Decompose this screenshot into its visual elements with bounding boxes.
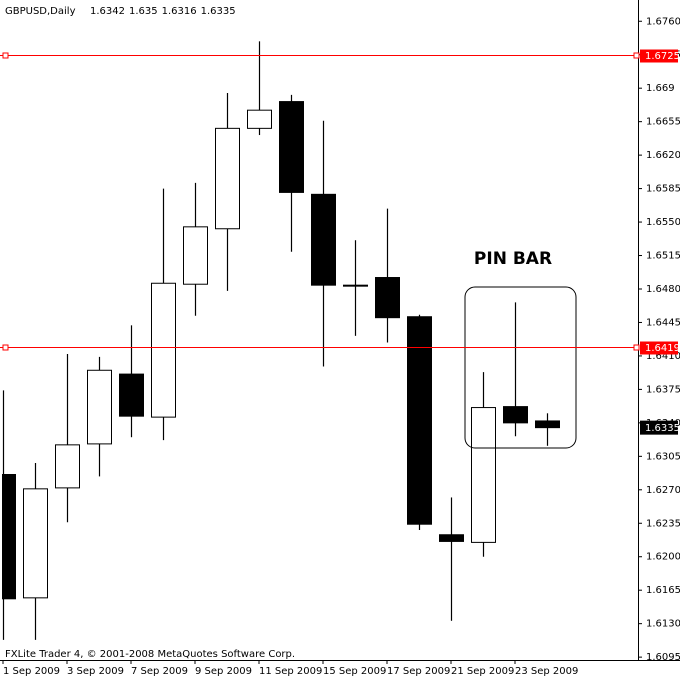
annotation: PIN BAR <box>474 249 552 269</box>
candle-body <box>535 420 560 429</box>
y-tick-label: 1.6550 <box>646 217 680 228</box>
price-label-box <box>640 341 678 355</box>
candle-body <box>183 226 208 285</box>
y-tick-label: 1.6130 <box>646 619 680 630</box>
candle-body <box>375 277 400 319</box>
candle-body <box>119 373 144 417</box>
candle-body <box>279 101 304 193</box>
current-price-box <box>640 420 678 435</box>
plot-area <box>2 41 560 640</box>
y-tick-label: 1.6410 <box>646 351 680 362</box>
x-tick-label: 11 Sep 2009 <box>259 666 322 677</box>
x-tick-label: 15 Sep 2009 <box>323 666 386 677</box>
y-tick-label: 1.6305 <box>646 451 680 462</box>
y-tick-label: 1.6375 <box>646 384 680 395</box>
x-tick-label: 23 Sep 2009 <box>515 666 578 677</box>
candle-body <box>407 316 432 525</box>
y-tick-label: 1.6445 <box>646 317 680 328</box>
ohlc-value: 1.6316 <box>162 6 197 17</box>
ohlc-value: 1.6335 <box>201 6 236 17</box>
y-tick-label: 1.6620 <box>646 150 680 161</box>
y-tick-label: 1.6200 <box>646 552 680 563</box>
y-tick-label: 1.6655 <box>646 117 680 128</box>
y-tick-label: 1.6235 <box>646 518 680 529</box>
line-marker <box>2 344 9 351</box>
candle-body <box>55 444 80 489</box>
line-marker <box>2 52 9 59</box>
y-tick-label: 1.6270 <box>646 485 680 496</box>
candle-body <box>2 473 16 600</box>
candle-body <box>311 193 336 286</box>
candle-body <box>503 406 528 424</box>
price-label: 1.6419 <box>645 343 680 354</box>
y-tick-label: 1.6480 <box>646 284 680 295</box>
candle-body <box>343 284 368 287</box>
candle-body <box>87 369 112 445</box>
candle-body <box>247 109 272 129</box>
y-tick-label: 1.6095 <box>646 652 680 663</box>
x-tick-label: 3 Sep 2009 <box>67 666 124 677</box>
x-tick-label: 1 Sep 2009 <box>3 666 60 677</box>
ohlc-header: 1.6342 1.635 1.6316 1.6335 <box>90 6 236 17</box>
x-tick-label: 17 Sep 2009 <box>387 666 450 677</box>
price-label: 1.6725 <box>645 51 680 62</box>
annotation-box <box>464 286 577 449</box>
symbol-title: GBPUSD,Daily <box>5 6 76 17</box>
x-tick-label: 21 Sep 2009 <box>451 666 514 677</box>
candle-body <box>215 127 240 230</box>
line-marker <box>633 344 640 351</box>
y-tick-label: 1.6165 <box>646 585 680 596</box>
candle-body <box>471 407 496 543</box>
ohlc-value: 1.635 <box>129 6 158 17</box>
line-marker <box>633 52 640 59</box>
candle-body <box>151 282 176 418</box>
candle-body <box>439 534 464 542</box>
y-tick-label: 1.6760 <box>646 16 680 27</box>
x-tick-label: 9 Sep 2009 <box>195 666 252 677</box>
y-tick-label: 1.6585 <box>646 184 680 195</box>
price-label-box <box>640 49 678 63</box>
y-tick-label: 1.6515 <box>646 251 680 262</box>
ohlc-value: 1.6342 <box>90 6 125 17</box>
current-price-label: 1.6335 <box>645 423 680 434</box>
candle-body <box>23 488 48 599</box>
x-tick-label: 7 Sep 2009 <box>131 666 188 677</box>
footer: FXLite Trader 4, © 2001-2008 MetaQuotes … <box>5 649 295 660</box>
y-tick-label: 1.669 <box>646 83 675 94</box>
